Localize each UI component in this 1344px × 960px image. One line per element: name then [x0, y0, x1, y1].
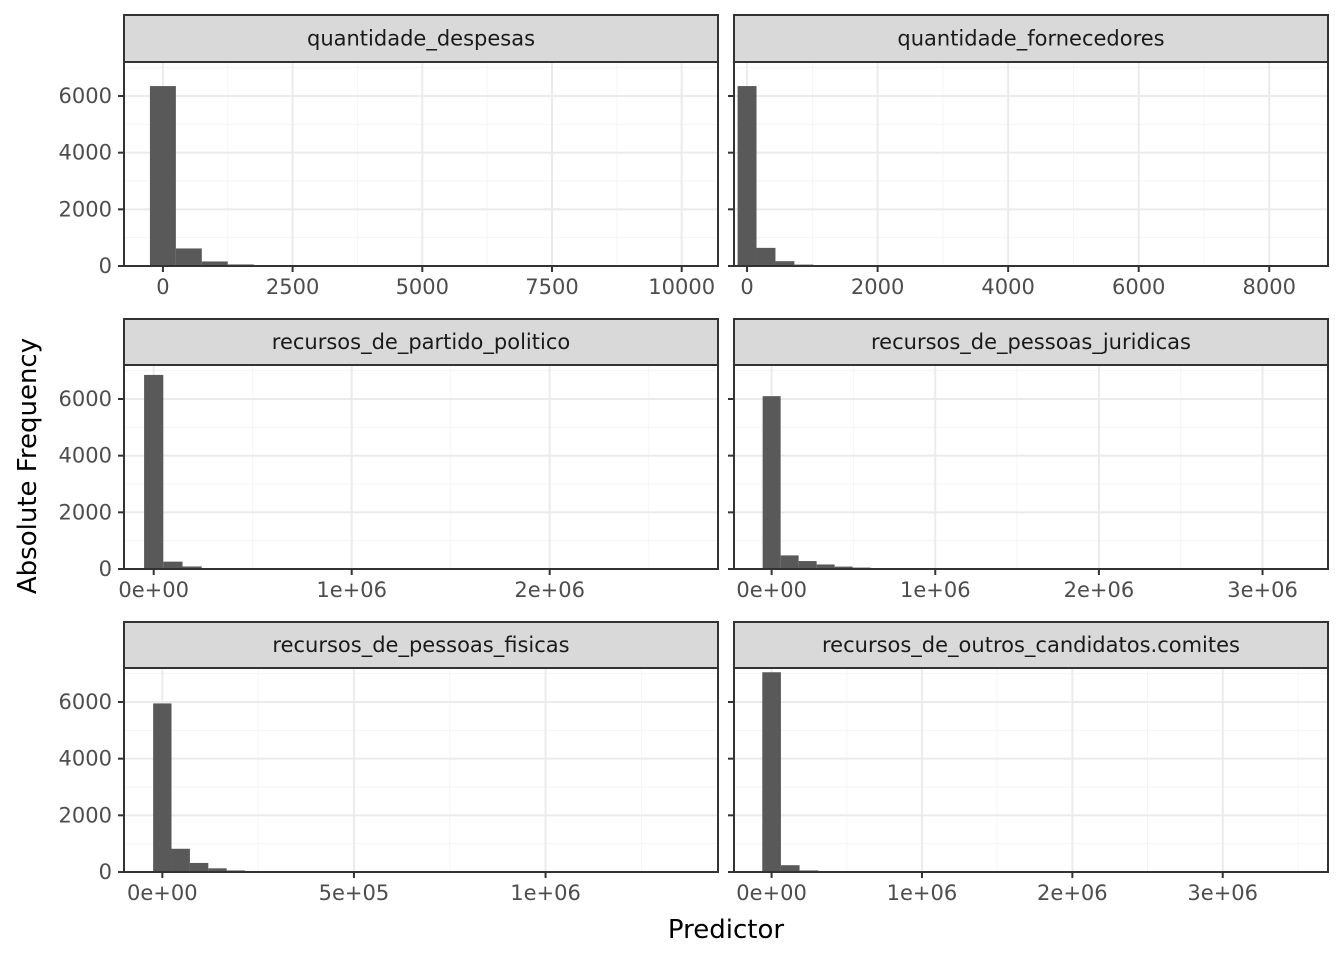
- x-tick-label: 2e+06: [1064, 578, 1135, 602]
- histogram-bar: [780, 555, 799, 569]
- x-tick-label: 0e+00: [118, 578, 189, 602]
- facet-panel: quantidade_despesas 0 2000 4000 6000 0 2500 500…: [59, 14, 719, 299]
- facet-panel: recursos_de_outros_candidatos.comites 0e+…: [728, 621, 1329, 905]
- histogram-bar: [149, 86, 176, 266]
- y-tick-label: 6000: [59, 690, 112, 714]
- x-tick-label: 6000: [1112, 275, 1165, 299]
- panel-background: [734, 365, 1328, 569]
- facet-panel: recursos_de_pessoas_fisicas 0 2000 4000 6000…: [59, 621, 719, 905]
- histogram-bar: [208, 868, 227, 872]
- x-tick-label: 0: [156, 275, 169, 299]
- y-tick-label: 4000: [59, 141, 112, 165]
- panel-background: [734, 668, 1328, 872]
- histogram-bar: [756, 247, 776, 266]
- x-tick-label: 2500: [266, 275, 319, 299]
- x-tick-label: 5e+05: [319, 881, 390, 905]
- facet-strip: [733, 318, 1329, 366]
- histogram-bar: [762, 396, 781, 569]
- y-tick-label: 4000: [59, 444, 112, 468]
- x-tick-label: 10000: [648, 275, 715, 299]
- y-tick-label: 0: [99, 557, 112, 581]
- histogram-bar: [182, 566, 202, 569]
- facet-strip: [733, 621, 1329, 669]
- x-tick-label: 4000: [981, 275, 1034, 299]
- facet-strip-label: quantidade_despesas: [307, 27, 535, 52]
- y-tick-label: 2000: [59, 803, 112, 827]
- histogram-bar: [189, 862, 209, 872]
- x-tick-label: 2000: [851, 275, 904, 299]
- histogram-bar: [163, 561, 183, 569]
- histogram-bar: [201, 261, 228, 266]
- histogram-bar: [175, 248, 202, 266]
- facet-strip-label: quantidade_fornecedores: [897, 27, 1164, 52]
- x-tick-label: 7500: [525, 275, 578, 299]
- panel-background: [124, 62, 718, 266]
- x-tick-label: 2e+06: [1037, 881, 1108, 905]
- histogram-bar: [798, 561, 817, 569]
- x-tick-label: 3e+06: [1227, 578, 1298, 602]
- x-tick-label: 0e+00: [127, 881, 198, 905]
- facet-strip: [123, 621, 719, 669]
- x-tick-label: 1e+06: [316, 578, 387, 602]
- histogram-bar: [144, 374, 164, 569]
- x-tick-label: 0e+00: [736, 881, 807, 905]
- x-tick-label: 5000: [396, 275, 449, 299]
- histogram-bar: [171, 848, 190, 872]
- x-tick-label: 0e+00: [736, 578, 807, 602]
- histogram-bar: [762, 672, 781, 872]
- panel-background: [124, 668, 718, 872]
- x-tick-label: 1e+06: [900, 578, 971, 602]
- x-tick-label: 1e+06: [887, 881, 958, 905]
- facet-panel: quantidade_fornecedores 0 2000 4000 6000 8000: [728, 14, 1329, 299]
- x-tick-label: 2e+06: [514, 578, 585, 602]
- x-tick-label: 8000: [1243, 275, 1296, 299]
- y-axis-title: Absolute Frequency: [13, 338, 43, 594]
- facet-strip-label: recursos_de_outros_candidatos.comites: [822, 633, 1240, 658]
- y-tick-label: 0: [99, 254, 112, 278]
- histogram-bar: [834, 566, 853, 569]
- facet-strip: [733, 14, 1329, 63]
- facet-strip: [123, 14, 719, 63]
- x-tick-label: 3e+06: [1187, 881, 1258, 905]
- x-tick-label: 1e+06: [510, 881, 581, 905]
- histogram-bar: [780, 865, 800, 872]
- panel-background: [734, 62, 1328, 266]
- histogram-bar: [816, 564, 835, 569]
- facet-strip-label: recursos_de_pessoas_juridicas: [871, 330, 1191, 355]
- facet-strip-label: recursos_de_partido_politico: [272, 330, 570, 355]
- histogram-bar: [775, 261, 795, 266]
- histogram-bar: [737, 86, 757, 266]
- histogram-bar: [153, 703, 172, 872]
- y-tick-label: 2000: [59, 500, 112, 524]
- y-tick-label: 0: [99, 860, 112, 884]
- x-tick-label: 0: [740, 275, 753, 299]
- facet-panel: recursos_de_pessoas_juridicas 0e+00 1e+06 2…: [728, 318, 1329, 602]
- facet-strip-label: recursos_de_pessoas_fisicas: [272, 633, 569, 658]
- facet-strip: [123, 318, 719, 366]
- y-tick-label: 2000: [59, 197, 112, 221]
- y-tick-label: 6000: [59, 387, 112, 411]
- y-tick-label: 4000: [59, 747, 112, 771]
- panel-background: [124, 365, 718, 569]
- facet-panel: recursos_de_partido_politico 0 2000 4000 600…: [59, 318, 719, 602]
- y-tick-label: 6000: [59, 84, 112, 108]
- x-axis-title: Predictor: [668, 915, 784, 945]
